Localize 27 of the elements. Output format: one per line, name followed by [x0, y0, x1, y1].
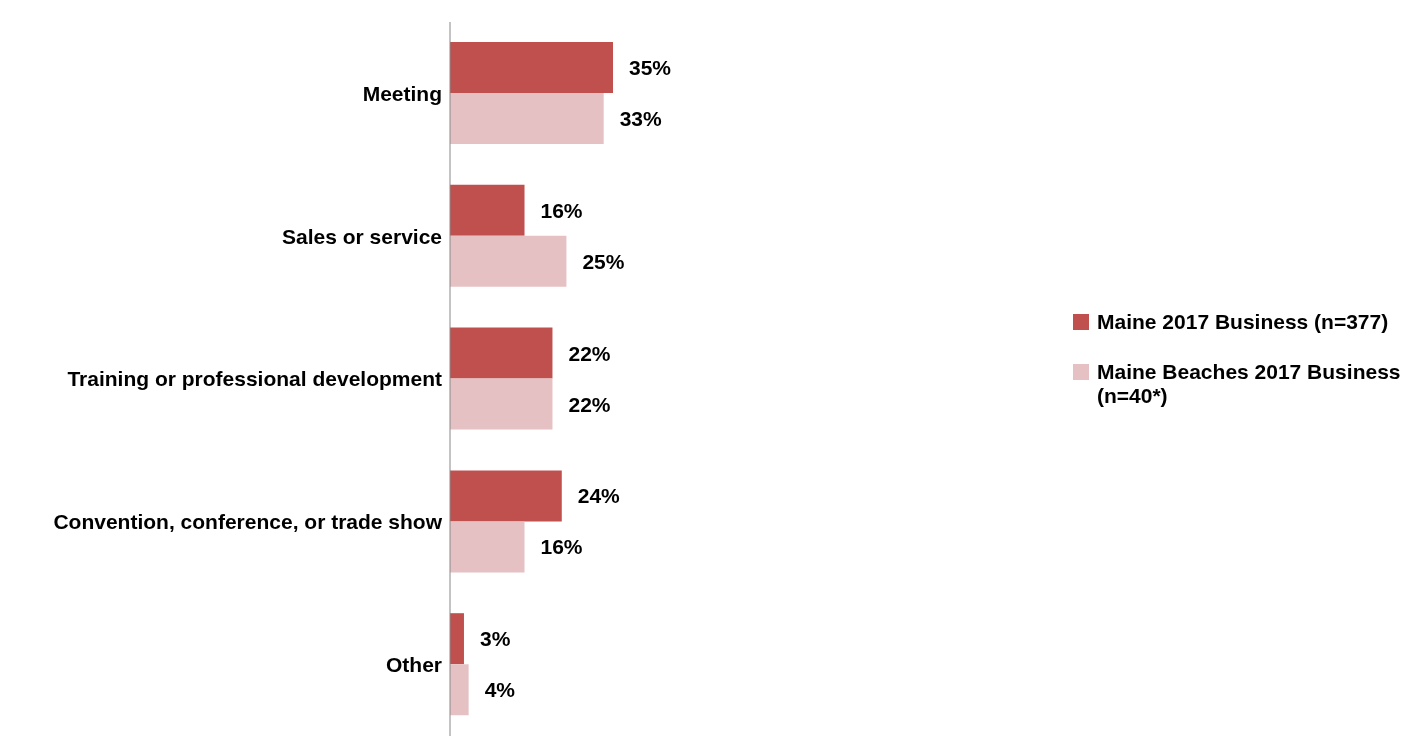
bar	[450, 521, 525, 573]
bar	[450, 613, 464, 665]
y-tick-label: Other	[385, 653, 442, 677]
data-label: 16%	[540, 198, 583, 222]
data-label: 24%	[577, 484, 621, 508]
bar	[450, 664, 469, 716]
data-label: 22%	[568, 392, 611, 416]
data-label: 33%	[619, 106, 663, 130]
bar	[450, 470, 562, 522]
bar	[450, 378, 553, 430]
data-label: 22%	[568, 341, 611, 365]
y-tick-label: Training or professional development	[67, 367, 442, 391]
bar	[450, 92, 604, 144]
bar	[450, 184, 525, 236]
bar	[450, 327, 553, 379]
y-tick-label: Convention, conference, or trade show	[53, 510, 443, 534]
y-tick-label: Meeting	[362, 81, 442, 105]
data-label: 16%	[540, 535, 583, 559]
bar	[450, 41, 613, 93]
y-tick-label: Sales or service	[282, 224, 442, 248]
data-label: 4%	[484, 678, 516, 702]
legend-label: Maine Beaches 2017 Business (n=40*)	[1097, 360, 1402, 408]
data-label: 3%	[479, 627, 511, 651]
bar	[450, 235, 567, 287]
data-label: 25%	[582, 249, 625, 273]
legend-label: Maine 2017 Business (n=377)	[1097, 310, 1389, 334]
data-label: 35%	[629, 55, 672, 79]
